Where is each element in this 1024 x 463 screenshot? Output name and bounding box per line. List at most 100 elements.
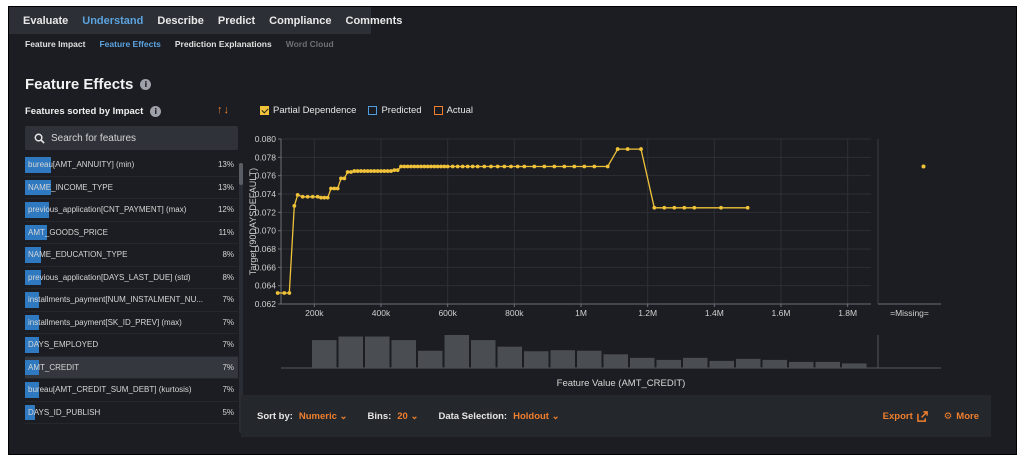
partial-dependence-point bbox=[445, 164, 450, 169]
histogram-bar bbox=[550, 350, 575, 368]
partial-dependence-point bbox=[475, 164, 480, 169]
feature-list-item[interactable]: DAYS_EMPLOYED 7% bbox=[25, 334, 238, 357]
sort-by-value: Numeric bbox=[298, 410, 337, 422]
x-tick-label: 1.8M bbox=[838, 308, 857, 318]
export-icon bbox=[916, 410, 928, 422]
feature-list-scrollbar[interactable] bbox=[239, 163, 243, 433]
partial-dependence-point bbox=[442, 164, 447, 169]
feature-list-item[interactable]: DAYS_ID_PUBLISH 5% bbox=[25, 402, 238, 424]
legend-partial-dependence[interactable]: Partial Dependence bbox=[260, 105, 356, 116]
partial-dependence-point bbox=[552, 164, 557, 169]
partial-dependence-point bbox=[719, 205, 723, 210]
impact-bar bbox=[25, 179, 51, 195]
partial-dependence-point bbox=[652, 205, 657, 210]
sort-direction-icon[interactable]: ↑↓ bbox=[217, 104, 230, 116]
histogram-bar bbox=[524, 351, 549, 368]
partial-dependence-point bbox=[455, 164, 460, 169]
tab-compliance[interactable]: Compliance bbox=[269, 14, 332, 27]
y-tick-label: 0.072 bbox=[255, 207, 277, 217]
partial-dependence-point bbox=[542, 164, 547, 169]
partial-dependence-point bbox=[489, 164, 493, 169]
checkbox-checked-icon[interactable] bbox=[260, 106, 269, 115]
histogram-bar bbox=[365, 336, 390, 368]
partial-dependence-point bbox=[509, 164, 513, 169]
sort-by-dropdown[interactable]: Numeric ⌄ bbox=[298, 410, 348, 422]
impact-bar bbox=[25, 404, 35, 420]
y-tick-label: 0.078 bbox=[255, 152, 277, 162]
partial-dependence-point bbox=[385, 169, 390, 173]
checkbox-icon[interactable] bbox=[433, 106, 443, 115]
partial-dependence-point bbox=[465, 164, 470, 169]
feature-impact-value: 11% bbox=[218, 227, 234, 237]
tab-understand[interactable]: Understand bbox=[82, 14, 144, 27]
partial-dependence-point bbox=[639, 147, 643, 151]
partial-dependence-point bbox=[482, 164, 487, 169]
x-tick-label: 200k bbox=[305, 308, 324, 318]
feature-list-item[interactable]: installments_payment[NUM_INSTALMENT_NU..… bbox=[25, 289, 238, 312]
impact-bar bbox=[25, 359, 39, 375]
partial-dependence-point bbox=[460, 164, 465, 169]
y-tick-label: 0.076 bbox=[255, 171, 277, 181]
search-placeholder: Search for features bbox=[51, 132, 137, 144]
info-icon[interactable]: i bbox=[140, 79, 152, 90]
partial-dependence-point bbox=[562, 164, 567, 169]
y-axis-label: Target (90DAYSDEFAULT) bbox=[248, 168, 258, 275]
partial-dependence-point bbox=[365, 169, 370, 173]
partial-dependence-point bbox=[362, 169, 367, 173]
feature-list-item[interactable]: NAME_INCOME_TYPE 13% bbox=[25, 177, 238, 199]
info-icon[interactable]: i bbox=[150, 106, 162, 117]
feature-impact-value: 7% bbox=[222, 317, 234, 327]
subtab-feature-impact[interactable]: Feature Impact bbox=[25, 39, 86, 49]
export-label: Export bbox=[882, 410, 913, 422]
checkbox-icon[interactable] bbox=[368, 106, 378, 115]
partial-dependence-point bbox=[409, 164, 413, 169]
subtab-word-cloud[interactable]: Word Cloud bbox=[285, 39, 334, 49]
tab-describe[interactable]: Describe bbox=[157, 14, 204, 27]
feature-list-item[interactable]: NAME_EDUCATION_TYPE 8% bbox=[25, 244, 238, 267]
legend-actual[interactable]: Actual bbox=[433, 105, 473, 116]
feature-impact-value: 7% bbox=[222, 295, 234, 305]
partial-dependence-point bbox=[450, 164, 455, 169]
missing-point bbox=[921, 164, 926, 169]
more-button[interactable]: ⚙ More bbox=[944, 411, 979, 422]
feature-impact-value: 8% bbox=[222, 250, 234, 260]
y-tick-label: 0.074 bbox=[255, 189, 277, 199]
partial-dependence-point bbox=[355, 169, 360, 173]
partial-dependence-point bbox=[275, 291, 280, 295]
subtab-prediction-explanations[interactable]: Prediction Explanations bbox=[174, 39, 272, 49]
feature-list-item[interactable]: installments_payment[SK_ID_PREV] (max) 7% bbox=[25, 312, 238, 334]
top-navigation: Evaluate Understand Describe Predict Com… bbox=[9, 7, 402, 34]
search-input[interactable]: Search for features bbox=[25, 126, 238, 150]
bins-dropdown[interactable]: 20 ⌄ bbox=[397, 410, 419, 422]
export-button[interactable]: Export bbox=[883, 411, 928, 422]
feature-list-item[interactable]: bureau[AMT_CREDIT_SUM_DEBT] (kurtosis) 7% bbox=[25, 379, 238, 402]
partial-dependence-point bbox=[295, 193, 300, 197]
histogram-bar bbox=[471, 340, 496, 368]
tab-comments[interactable]: Comments bbox=[345, 14, 403, 27]
histogram-bar bbox=[630, 357, 655, 368]
impact-bar bbox=[25, 157, 51, 173]
subtab-feature-effects[interactable]: Feature Effects bbox=[99, 39, 161, 49]
histogram-bar bbox=[444, 335, 469, 368]
tab-evaluate[interactable]: Evaluate bbox=[23, 14, 69, 27]
x-tick-label: 1.4M bbox=[705, 308, 724, 318]
feature-list-item[interactable]: AMT_GOODS_PRICE 11% bbox=[25, 222, 238, 244]
tab-predict[interactable]: Predict bbox=[217, 14, 256, 27]
x-tick-label: 1M bbox=[575, 308, 587, 318]
partial-dependence-point bbox=[342, 176, 347, 181]
partial-dependence-point bbox=[745, 205, 750, 210]
scrollbar-thumb[interactable] bbox=[239, 163, 243, 185]
data-selection-value: Holdout bbox=[513, 410, 549, 422]
partial-dependence-point bbox=[582, 164, 587, 169]
feature-list-item[interactable]: AMT_CREDIT 7% bbox=[25, 356, 238, 379]
sorted-by-label: Features sorted by Impact bbox=[25, 106, 144, 117]
histogram-bar bbox=[762, 359, 787, 368]
feature-list-item[interactable]: previous_application[CNT_PAYMENT] (max) 1… bbox=[25, 199, 238, 222]
feature-effects-chart: 0.062 0.064 0.066 0.068 0.070 0.072 0.074 0.076… bbox=[248, 134, 941, 389]
feature-list-item[interactable]: previous_application[DAYS_LAST_DUE] (std… bbox=[25, 267, 238, 289]
legend-predicted[interactable]: Predicted bbox=[368, 105, 422, 116]
data-selection-dropdown[interactable]: Holdout ⌄ bbox=[513, 410, 560, 422]
partial-dependence-point bbox=[292, 204, 297, 208]
feature-list-item[interactable]: bureau[AMT_ANNUITY] (min) 13% bbox=[25, 154, 238, 177]
partial-dependence-point bbox=[662, 205, 667, 210]
